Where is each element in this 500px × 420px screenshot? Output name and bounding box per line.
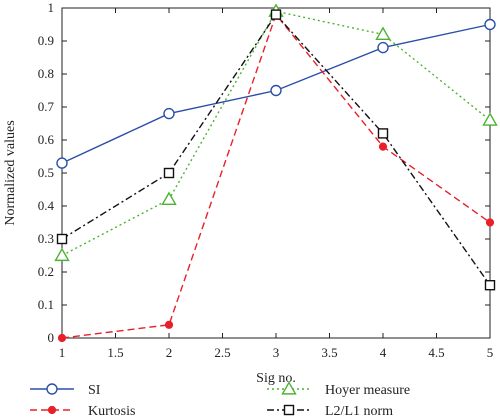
data-point-si [484,18,496,31]
y-tick-label: 0.2 [38,264,54,279]
data-point-kurtosis [57,333,67,343]
x-tick-label: 3 [273,345,280,360]
legend-marker [47,405,57,415]
legend-label: L2/L1 norm [325,404,393,419]
legend-label: SI [88,383,101,398]
x-tick-labels: 1 1.5 2 2.5 3 3.5 4 4.5 5 [59,345,494,360]
data-point-l2-l1-norm [163,167,175,179]
data-point-si [270,84,282,97]
series-layer [54,3,498,343]
legend-item-l2-l1-norm: L2/L1 norm [267,404,393,419]
legend-item-kurtosis: Kurtosis [30,404,135,419]
y-tick-label: 0.7 [38,99,55,114]
x-tick-label: 1 [59,345,66,360]
x-tick-label: 4 [380,345,387,360]
legend-item-hoyer-measure: Hoyer measure [267,381,410,398]
x-tick-label: 2 [166,345,173,360]
data-point-hoyer-measure [375,26,391,40]
data-point-kurtosis [164,320,174,329]
x-tick-label: 4.5 [428,345,444,360]
y-tick-label: 0 [48,330,55,345]
data-point-l2-l1-norm [270,9,282,20]
y-tick-label: 0.1 [38,297,54,312]
legend: SI Kurtosis Hoyer measure L2/L1 norm [30,381,410,419]
legend-label: Kurtosis [88,404,135,419]
x-tick-label: 2.5 [214,345,230,360]
legend-marker [281,381,297,395]
y-tick-label: 0.5 [38,165,54,180]
y-tick-label: 0.3 [38,231,54,246]
y-axis-title: Normalized values [3,120,18,225]
data-point-l2-l1-norm [56,233,68,245]
y-tick-label: 0.4 [38,198,55,213]
y-tick-label: 0.6 [38,132,55,147]
x-axis-title: Sig no. [256,371,296,386]
series-line-hoyer-measure [61,10,491,257]
legend-label: Hoyer measure [325,383,410,398]
series-l2-l1-norm [56,9,496,291]
series-si [56,18,496,169]
y-tick-label: 1 [48,0,55,15]
x-tick-label: 3.5 [321,345,337,360]
data-point-si [163,107,175,120]
x-tick-label: 1.5 [107,345,123,360]
data-point-si [377,41,389,54]
data-point-kurtosis [485,218,495,227]
x-tick-label: 5 [487,345,494,360]
legend-marker [46,383,58,395]
legend-item-si: SI [30,383,101,398]
data-point-si [56,157,68,169]
legend-marker [283,404,295,416]
data-point-kurtosis [378,142,388,151]
y-tick-labels: 0 0.1 0.2 0.3 0.4 0.5 0.6 0.7 0.8 0.9 1 [38,0,55,345]
data-point-hoyer-measure [161,191,177,205]
data-point-hoyer-measure [482,112,498,126]
data-point-l2-l1-norm [377,128,389,139]
data-point-hoyer-measure [54,247,70,262]
plot-area [61,7,491,339]
data-point-l2-l1-norm [484,280,496,291]
y-tick-label: 0.8 [38,66,54,81]
y-tick-label: 0.9 [38,33,54,48]
